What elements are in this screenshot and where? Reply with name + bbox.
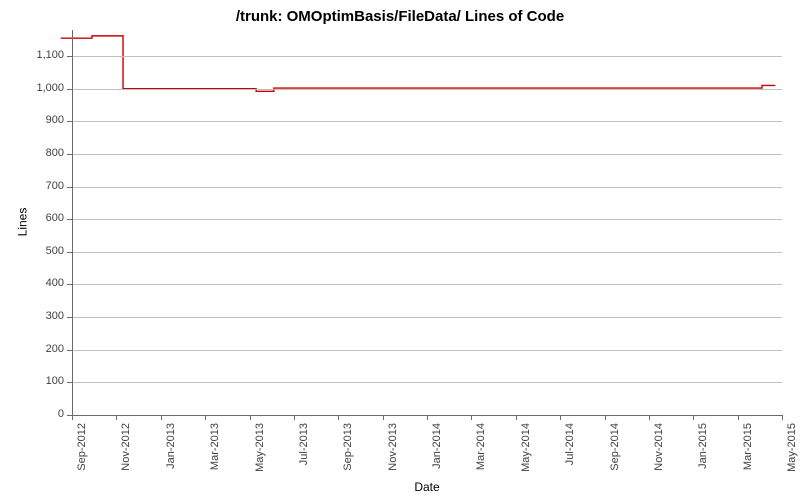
- x-tick-label: Mar-2014: [475, 423, 487, 483]
- y-axis-line: [72, 30, 73, 415]
- x-tick: [205, 415, 206, 420]
- gridline: [72, 219, 782, 220]
- x-tick: [516, 415, 517, 420]
- x-tick-label: Nov-2013: [387, 423, 399, 483]
- gridline: [72, 89, 782, 90]
- y-tick-label: 500: [22, 245, 64, 257]
- x-tick: [72, 415, 73, 420]
- y-tick-label: 200: [22, 343, 64, 355]
- series-path: [61, 36, 775, 91]
- x-tick: [738, 415, 739, 420]
- gridline: [72, 154, 782, 155]
- x-tick-label: Mar-2013: [209, 423, 221, 483]
- y-tick-label: 100: [22, 375, 64, 387]
- y-tick-label: 600: [22, 212, 64, 224]
- x-tick: [693, 415, 694, 420]
- y-tick-label: 900: [22, 114, 64, 126]
- x-tick: [250, 415, 251, 420]
- gridline: [72, 382, 782, 383]
- y-tick-label: 800: [22, 147, 64, 159]
- chart-title: /trunk: OMOptimBasis/FileData/ Lines of …: [0, 8, 800, 25]
- x-axis-label: Date: [72, 480, 782, 494]
- x-tick-label: Sep-2013: [342, 423, 354, 483]
- y-tick-label: 1,000: [22, 82, 64, 94]
- y-tick-label: 700: [22, 180, 64, 192]
- x-tick-label: Jan-2014: [431, 423, 443, 483]
- gridline: [72, 56, 782, 57]
- x-tick: [649, 415, 650, 420]
- x-tick-label: Jan-2015: [697, 423, 709, 483]
- x-tick-label: Jul-2013: [298, 423, 310, 483]
- x-tick-label: Sep-2012: [76, 423, 88, 483]
- x-tick: [427, 415, 428, 420]
- x-tick-label: May-2015: [786, 423, 798, 483]
- x-tick: [605, 415, 606, 420]
- x-tick: [338, 415, 339, 420]
- y-tick-label: 0: [22, 408, 64, 420]
- x-tick-label: Nov-2014: [653, 423, 665, 483]
- y-tick-label: 300: [22, 310, 64, 322]
- x-tick-label: May-2014: [520, 423, 532, 483]
- gridline: [72, 187, 782, 188]
- gridline: [72, 284, 782, 285]
- gridline: [72, 121, 782, 122]
- x-tick-label: Jan-2013: [165, 423, 177, 483]
- y-tick-label: 400: [22, 277, 64, 289]
- x-tick: [116, 415, 117, 420]
- plot-area: [72, 30, 782, 415]
- x-tick-label: Mar-2015: [742, 423, 754, 483]
- x-tick: [161, 415, 162, 420]
- x-tick-label: Nov-2012: [120, 423, 132, 483]
- x-tick: [383, 415, 384, 420]
- gridline: [72, 252, 782, 253]
- gridline: [72, 317, 782, 318]
- x-tick: [471, 415, 472, 420]
- x-tick: [782, 415, 783, 420]
- y-tick-label: 1,100: [22, 49, 64, 61]
- gridline: [72, 350, 782, 351]
- x-tick-label: Jul-2014: [564, 423, 576, 483]
- x-tick-label: May-2013: [254, 423, 266, 483]
- x-tick: [294, 415, 295, 420]
- x-tick-label: Sep-2014: [609, 423, 621, 483]
- x-tick: [560, 415, 561, 420]
